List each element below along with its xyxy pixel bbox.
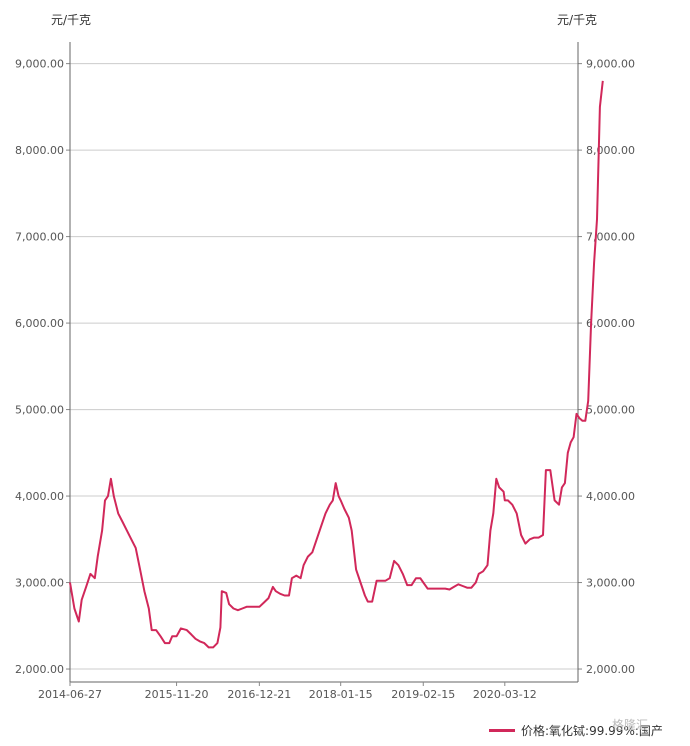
y-tick-label-right: 5,000.00: [586, 404, 635, 417]
y-tick-label-right: 9,000.00: [586, 58, 635, 71]
y-tick-label-right: 2,000.00: [586, 663, 635, 676]
y-tick-label: 5,000.00: [15, 404, 64, 417]
legend-label: 价格:氧化铽:99.99%:国产: [521, 724, 663, 738]
x-tick-label: 2014-06-27: [38, 688, 102, 701]
y-tick-label-right: 6,000.00: [586, 317, 635, 330]
y-tick-label-right: 4,000.00: [586, 490, 635, 503]
y-tick-label: 4,000.00: [15, 490, 64, 503]
y-tick-label-right: 3,000.00: [586, 577, 635, 590]
y-tick-label: 6,000.00: [15, 317, 64, 330]
x-tick-label: 2020-03-12: [473, 688, 537, 701]
y-tick-label: 2,000.00: [15, 663, 64, 676]
y-tick-label-right: 7,000.00: [586, 231, 635, 244]
y-tick-label: 3,000.00: [15, 577, 64, 590]
y-tick-label: 8,000.00: [15, 144, 64, 157]
x-tick-label: 2015-11-20: [145, 688, 209, 701]
y-axis-unit-left: 元/千克: [51, 13, 92, 27]
legend[interactable]: 价格:氧化铽:99.99%:国产: [489, 722, 663, 739]
series-line: [69, 80, 604, 649]
x-tick-label: 2018-01-15: [309, 688, 373, 701]
y-tick-label-right: 8,000.00: [586, 144, 635, 157]
y-axis-unit-right: 元/千克: [557, 13, 598, 27]
x-tick-label: 2019-02-15: [391, 688, 455, 701]
watermark: 格隆汇: [612, 718, 649, 732]
y-tick-label: 9,000.00: [15, 58, 64, 71]
x-tick-label: 2016-12-21: [227, 688, 291, 701]
y-tick-label: 7,000.00: [15, 231, 64, 244]
legend-swatch: [489, 729, 515, 732]
